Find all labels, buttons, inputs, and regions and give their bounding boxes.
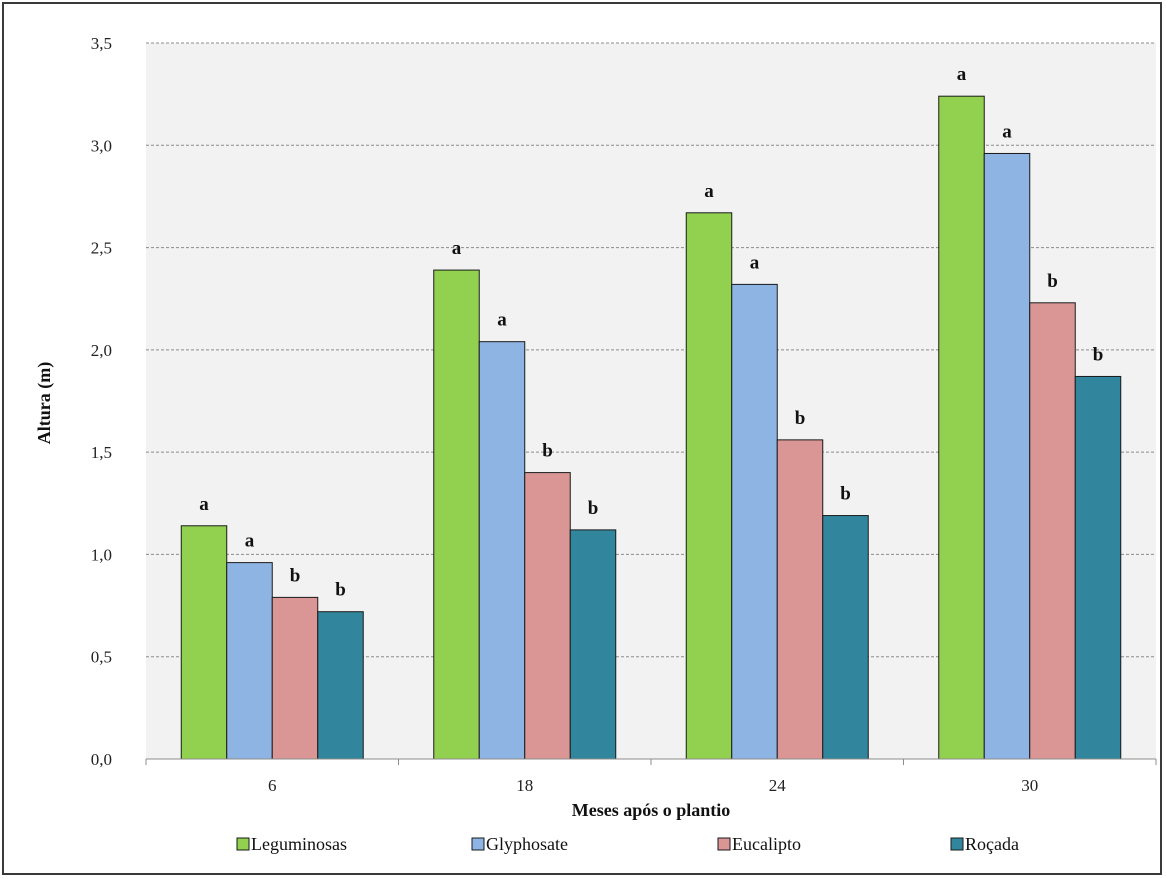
significance-label: b bbox=[795, 408, 806, 429]
legend-swatch bbox=[950, 837, 964, 851]
significance-label: b bbox=[840, 484, 851, 505]
x-axis-ticks: 6 18 24 30 bbox=[145, 759, 1157, 795]
bar-ro-ada-30 bbox=[1074, 375, 1122, 760]
legend-item-glyphosate: Glyphosate bbox=[471, 834, 568, 854]
legend-swatch bbox=[717, 837, 731, 851]
x-tick-label: 24 bbox=[769, 776, 787, 795]
x-tick-label: 18 bbox=[516, 776, 533, 795]
legend-label: Glyphosate bbox=[486, 834, 568, 854]
legend-swatch bbox=[236, 837, 250, 851]
x-axis-title: Meses após o plantio bbox=[572, 800, 731, 820]
legend-label: Eucalipto bbox=[732, 834, 801, 854]
bar-leguminosas-24 bbox=[685, 212, 733, 760]
significance-label: b bbox=[335, 580, 346, 601]
legend-label: Roçada bbox=[965, 834, 1019, 854]
significance-label: b bbox=[542, 441, 553, 462]
bar-leguminosas-18 bbox=[433, 269, 480, 760]
significance-label: b bbox=[588, 498, 599, 519]
significance-label: a bbox=[245, 531, 255, 552]
legend-swatch bbox=[471, 837, 485, 851]
x-tick-label: 6 bbox=[268, 776, 277, 795]
bar-ro-ada-24 bbox=[822, 515, 869, 760]
legend-label: Leguminosas bbox=[251, 834, 347, 854]
significance-labels: a a b b a a b b a a b b a a b b bbox=[199, 64, 1103, 601]
significance-label: a bbox=[704, 181, 714, 202]
significance-label: b bbox=[1093, 344, 1104, 365]
bar-eucalipto-6 bbox=[271, 596, 319, 760]
bar-ro-ada-18 bbox=[569, 529, 617, 760]
significance-label: b bbox=[1047, 271, 1058, 292]
y-tick-label: 2,5 bbox=[91, 239, 112, 258]
significance-label: a bbox=[199, 494, 209, 515]
significance-label: a bbox=[957, 64, 967, 85]
significance-label: b bbox=[290, 565, 301, 586]
bar-eucalipto-24 bbox=[776, 439, 824, 760]
legend-item-ro-ada: Roçada bbox=[950, 834, 1019, 854]
bar-leguminosas-30 bbox=[938, 95, 985, 760]
y-axis-ticks: 0,0 0,5 1,0 1,5 2,0 2,5 3,0 3,5 bbox=[91, 34, 112, 769]
bar-ro-ada-6 bbox=[317, 611, 364, 760]
significance-label: a bbox=[497, 310, 507, 331]
bar-eucalipto-18 bbox=[524, 472, 571, 760]
significance-label: a bbox=[452, 238, 462, 259]
y-tick-label: 0,0 bbox=[91, 750, 112, 769]
legend-item-leguminosas: Leguminosas bbox=[236, 834, 347, 854]
y-axis-title: Altura (m) bbox=[34, 362, 55, 444]
legend-item-eucalipto: Eucalipto bbox=[717, 834, 801, 854]
y-tick-label: 2,0 bbox=[91, 341, 112, 360]
y-tick-label: 3,0 bbox=[91, 136, 112, 155]
significance-label: a bbox=[750, 252, 760, 273]
bar-eucalipto-30 bbox=[1029, 302, 1076, 760]
y-tick-label: 0,5 bbox=[91, 648, 112, 667]
legend: Leguminosas Glyphosate Eucalipto Roçada bbox=[236, 834, 1019, 854]
bar-glyphosate-18 bbox=[478, 341, 526, 760]
bar-glyphosate-24 bbox=[731, 283, 778, 760]
y-tick-label: 3,5 bbox=[91, 34, 112, 53]
bars bbox=[180, 95, 1122, 760]
bar-leguminosas-6 bbox=[180, 525, 228, 760]
y-tick-label: 1,5 bbox=[91, 443, 112, 462]
x-tick-label: 30 bbox=[1021, 776, 1038, 795]
bar-glyphosate-6 bbox=[226, 562, 273, 760]
significance-label: a bbox=[1002, 121, 1012, 142]
y-tick-label: 1,0 bbox=[91, 545, 112, 564]
bar-glyphosate-30 bbox=[983, 152, 1031, 760]
